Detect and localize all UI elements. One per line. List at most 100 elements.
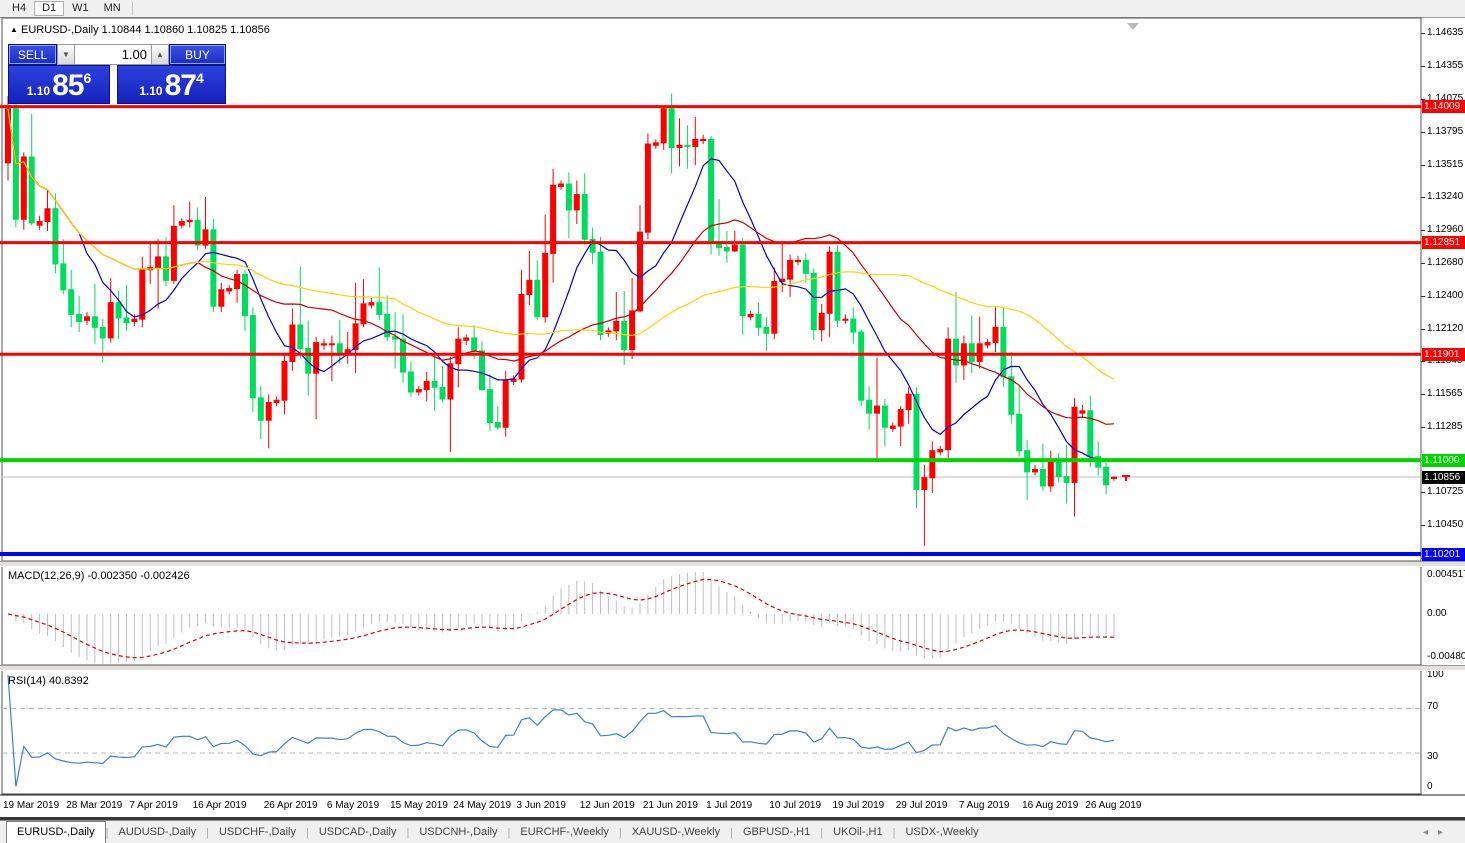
tab-separator: | <box>305 826 309 839</box>
price-axis-tick: 1.12960 <box>1427 223 1464 235</box>
sell-price-big-digits: 85 <box>52 69 84 102</box>
candle-body <box>139 269 146 320</box>
candle-body <box>178 221 185 226</box>
candle-body <box>1079 410 1086 414</box>
chart-tab-xauusd[interactable]: XAUUSD-,Weekly <box>631 826 721 838</box>
volume-decrease-button[interactable]: ▼ <box>57 44 75 65</box>
rsi-line <box>7 674 1115 787</box>
candle-body <box>550 184 557 254</box>
sell-price-pip-digit: 6 <box>83 70 92 86</box>
candle-body <box>439 386 446 400</box>
candle-body <box>99 326 106 339</box>
candle-body <box>558 183 564 187</box>
chart-tab-usdchf[interactable]: USDCHF-,Daily <box>218 826 296 838</box>
chart-shift-triangle-icon[interactable] <box>1127 23 1139 30</box>
tab-separator: | <box>206 826 209 839</box>
candle-body <box>913 393 920 491</box>
timeframe-button-d1[interactable]: D1 <box>34 1 65 16</box>
level-price-badge: 1.11901 <box>1422 347 1465 361</box>
sell-button[interactable]: SELL <box>8 44 57 65</box>
expand-triangle-icon[interactable]: ▲ <box>10 25 18 34</box>
pane-divider[interactable] <box>0 665 1465 671</box>
axis-tick-mark <box>1421 66 1425 67</box>
chart-tab-usdcad[interactable]: USDCAD-,Daily <box>318 826 397 838</box>
rsi-axis-tick: 70 <box>1427 701 1439 712</box>
timeframe-button-w1[interactable]: W1 <box>72 2 89 14</box>
candle-body <box>581 194 588 240</box>
candle-body <box>76 313 83 322</box>
tab-separator: | <box>105 826 109 839</box>
chart-tab-usdx[interactable]: USDX-,Weekly <box>905 826 979 838</box>
timeframe-button-h4[interactable]: H4 <box>12 2 27 14</box>
chart-tab-ukoil[interactable]: UKOil-,H1 <box>833 826 883 838</box>
sell-price-display[interactable]: 1.10 85 6 <box>8 65 110 104</box>
chart-ohlc-values: 1.10844 1.10860 1.10825 1.10856 <box>101 24 270 36</box>
chart-tab-gbpusd[interactable]: GBPUSD-,H1 <box>742 826 811 838</box>
date-axis-label: 7 Aug 2019 <box>958 800 1010 811</box>
candle-body <box>1071 406 1078 483</box>
date-axis-label: 10 Jul 2019 <box>769 800 822 811</box>
tab-scroll-left-icon[interactable]: ◂ <box>1422 827 1438 838</box>
candle-body <box>889 425 896 429</box>
candle-body <box>1063 476 1070 483</box>
candle-body <box>802 259 809 274</box>
toolbar-separator <box>131 2 133 15</box>
candle-body <box>123 317 130 324</box>
chart-tab-usdcnh[interactable]: USDCNH-,Daily <box>419 826 498 838</box>
volume-increase-button[interactable]: ▲ <box>151 44 169 65</box>
candle-body <box>36 221 43 226</box>
tab-scroll-arrows[interactable]: ◂▸ <box>1423 827 1453 838</box>
candle-body <box>68 289 75 315</box>
axis-tick-mark <box>1421 197 1425 198</box>
tab-separator: | <box>820 826 824 839</box>
candle-body <box>652 142 659 146</box>
candle-body <box>281 360 288 401</box>
candle-body <box>937 449 944 453</box>
candle-body <box>565 183 572 211</box>
candle-body <box>321 343 327 346</box>
candle-body <box>597 251 604 335</box>
candle-body <box>621 320 628 351</box>
candle-body <box>455 338 462 365</box>
pane-divider[interactable] <box>0 561 1465 567</box>
candle-body <box>328 343 335 346</box>
price-axis-tick: 1.13240 <box>1427 190 1464 202</box>
tab-scroll-right-icon[interactable]: ▸ <box>1437 827 1453 838</box>
candle-body <box>953 338 959 366</box>
candle-body <box>731 244 738 252</box>
rsi-axis-tick: 30 <box>1427 751 1439 762</box>
chart-tab-audusd[interactable]: AUDUSD-,Daily <box>118 826 197 838</box>
candle-body <box>471 337 478 352</box>
rsi-axis-tick: 100 <box>1427 669 1444 680</box>
date-axis-label: 7 Apr 2019 <box>129 800 178 811</box>
buy-button[interactable]: BUY <box>169 44 226 65</box>
date-axis-label: 19 Mar 2019 <box>3 800 60 811</box>
candle-body <box>787 259 794 280</box>
chart-tab-eurusd[interactable]: EURUSD-,Daily <box>6 820 106 843</box>
chart-tab-eurchf[interactable]: EURCHF-,Weekly <box>520 826 609 838</box>
macd-axis-tick: 0.00 <box>1427 608 1447 619</box>
price-axis-tick: 1.14075 <box>1427 92 1464 104</box>
candle-body <box>1087 410 1094 458</box>
price-axis-tick: 1.11285 <box>1427 420 1463 432</box>
candle-body <box>289 324 296 362</box>
candle-body <box>131 318 138 322</box>
candle-body <box>573 194 580 211</box>
timeframe-button-mn[interactable]: MN <box>103 2 121 14</box>
volume-input[interactable] <box>75 44 151 65</box>
date-axis-label: 26 Aug 2019 <box>1085 800 1142 811</box>
price-axis-tick: 1.13795 <box>1427 125 1464 137</box>
buy-price-display[interactable]: 1.10 87 4 <box>117 65 226 104</box>
rsi-axis-tick: 0 <box>1427 781 1433 792</box>
candle-body <box>352 323 359 351</box>
candle-body <box>929 450 936 479</box>
candle-body <box>376 302 383 315</box>
tab-separator: | <box>406 826 410 839</box>
candle-body <box>242 273 248 317</box>
date-axis-label: 16 Apr 2019 <box>192 800 247 811</box>
price-axis-tick: 1.14635 <box>1427 27 1464 39</box>
level-price-badge: 1.14009 <box>1422 100 1465 114</box>
